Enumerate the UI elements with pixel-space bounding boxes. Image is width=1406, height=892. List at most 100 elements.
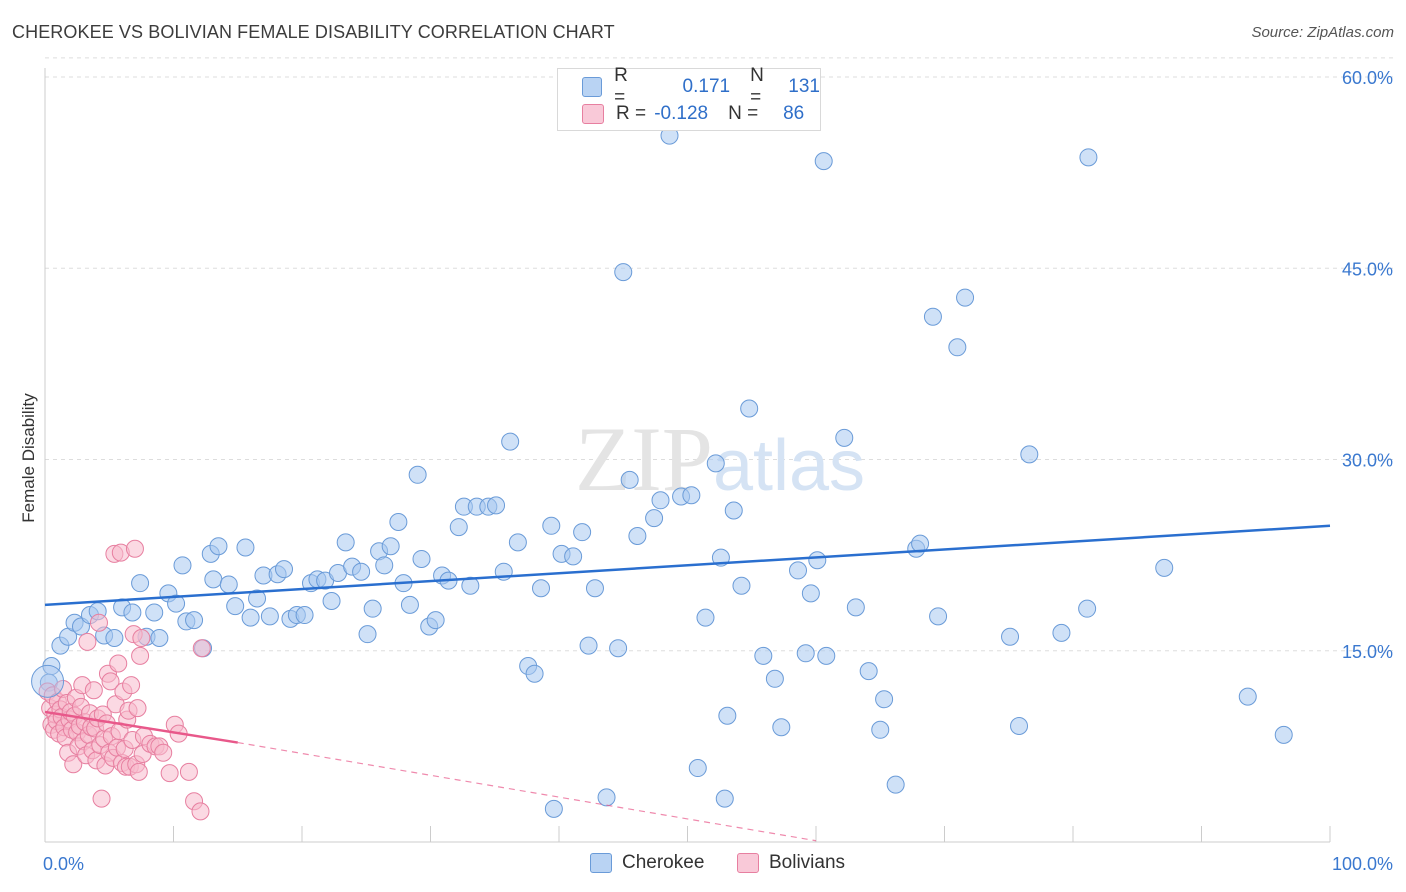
- point-cherokee: [715, 789, 734, 808]
- point-cherokee: [400, 595, 419, 614]
- point-cherokee: [167, 594, 186, 613]
- legend-n-label: N =: [750, 65, 764, 108]
- series-label-bolivians: Bolivians: [769, 852, 846, 873]
- point-bolivians: [128, 699, 147, 718]
- point-cherokee: [923, 307, 942, 326]
- point-cherokee: [688, 759, 707, 778]
- point-cherokee: [875, 690, 894, 709]
- point-cherokee: [696, 608, 715, 627]
- point-cherokee: [1274, 725, 1293, 744]
- point-cherokee: [1010, 716, 1029, 735]
- point-cherokee: [544, 799, 563, 818]
- legend-n-label: N =: [728, 103, 759, 124]
- point-cherokee: [241, 608, 260, 627]
- legend-r-value: 0.171: [682, 76, 731, 97]
- point-cherokee: [209, 537, 228, 556]
- point-bolivians: [129, 762, 148, 781]
- chart-title: CHEROKEE VS BOLIVIAN FEMALE DISABILITY C…: [12, 22, 615, 42]
- point-cherokee: [185, 611, 204, 630]
- point-bolivians: [78, 632, 97, 651]
- point-cherokee: [724, 501, 743, 520]
- point-bolivians: [109, 654, 128, 673]
- point-bolivians: [160, 764, 179, 783]
- point-cherokee: [275, 560, 294, 579]
- legend-row-bolivians: R = -0.128 N = 86: [582, 102, 804, 126]
- point-cherokee: [732, 576, 751, 595]
- x-tick-label: 0.0%: [43, 854, 84, 874]
- y-tick-label: 15.0%: [1342, 642, 1393, 662]
- series-legend-bolivians: Bolivians: [737, 852, 845, 874]
- point-cherokee: [614, 263, 633, 282]
- point-cherokee: [564, 547, 583, 566]
- point-bolivians: [179, 762, 198, 781]
- legend-swatch-cherokee: [582, 77, 603, 97]
- point-cherokee: [801, 584, 820, 603]
- point-cherokee: [1078, 599, 1097, 618]
- series-swatch-cherokee: [590, 853, 612, 873]
- point-cherokee: [173, 556, 192, 575]
- point-cherokee: [322, 592, 341, 611]
- point-cherokee: [336, 533, 355, 552]
- point-cherokee: [449, 518, 468, 537]
- point-cherokee-cluster: [31, 664, 65, 698]
- series-legend-cherokee: Cherokee: [590, 852, 704, 874]
- legend-r-label: R =: [614, 65, 628, 108]
- point-cherokee: [796, 644, 815, 663]
- point-bolivians: [84, 681, 103, 700]
- point-cherokee: [525, 664, 544, 683]
- y-axis-title: Female Disability: [19, 393, 38, 523]
- point-cherokee: [620, 470, 639, 489]
- point-cherokee: [260, 607, 279, 626]
- point-bolivians: [154, 743, 173, 762]
- gridlines: [45, 57, 1393, 652]
- point-cherokee: [929, 607, 948, 626]
- source-credit: Source: ZipAtlas.com: [1251, 24, 1394, 41]
- legend-swatch-bolivians: [582, 104, 604, 124]
- point-cherokee: [508, 533, 527, 552]
- legend-row-cherokee: R = 0.171 N = 131: [582, 65, 820, 108]
- point-cherokee: [532, 579, 551, 598]
- point-cherokee: [1001, 627, 1020, 646]
- point-bolivians: [122, 676, 141, 695]
- point-cherokee: [754, 646, 773, 665]
- point-cherokee: [358, 625, 377, 644]
- point-cherokee: [408, 465, 427, 484]
- point-cherokee: [886, 775, 905, 794]
- point-cherokee: [1238, 687, 1257, 706]
- point-cherokee: [585, 579, 604, 598]
- point-bolivians: [132, 629, 151, 647]
- point-cherokee: [772, 718, 791, 737]
- y-tick-label: 60.0%: [1342, 68, 1393, 88]
- point-cherokee: [628, 527, 647, 545]
- point-cherokee: [579, 636, 598, 655]
- point-cherokee: [706, 454, 725, 473]
- trend-line-cherokee: [44, 524, 1331, 607]
- point-cherokee: [226, 597, 245, 616]
- point-cherokee: [426, 611, 445, 630]
- point-cherokee: [461, 576, 480, 595]
- trend-lines: [44, 524, 1331, 842]
- point-cherokee: [236, 538, 255, 557]
- point-cherokee: [859, 662, 878, 681]
- legend-r-value: -0.128: [654, 103, 709, 124]
- point-cherokee: [1155, 558, 1174, 577]
- point-cherokee: [808, 551, 827, 570]
- series-swatch-bolivians: [737, 853, 759, 873]
- point-cherokee: [501, 432, 520, 451]
- point-cherokee: [835, 428, 854, 447]
- point-cherokee: [609, 639, 628, 658]
- point-cherokee: [363, 599, 382, 618]
- point-cherokee: [740, 399, 759, 418]
- point-cherokee: [487, 496, 506, 515]
- point-cherokee: [1079, 148, 1098, 167]
- point-cherokee: [1052, 623, 1071, 642]
- point-cherokee: [645, 509, 664, 528]
- trend-line-bolivians: [44, 710, 238, 744]
- point-cherokee: [948, 338, 967, 357]
- point-bolivians: [131, 646, 150, 665]
- point-bolivians: [125, 539, 144, 558]
- point-cherokee: [131, 574, 150, 593]
- point-cherokee: [846, 598, 865, 617]
- point-cherokee: [375, 556, 394, 575]
